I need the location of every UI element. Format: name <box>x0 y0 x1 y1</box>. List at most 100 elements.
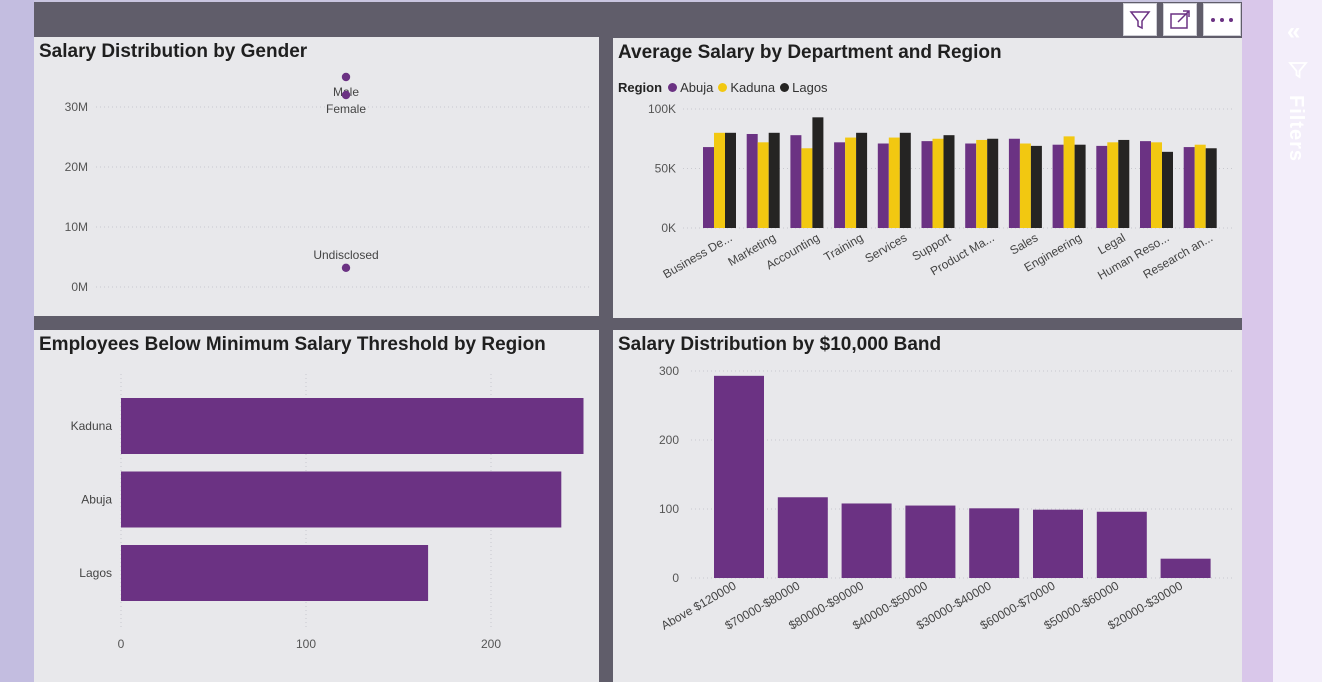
y-tick-label: 20M <box>65 160 88 174</box>
gender-scatter-plot[interactable]: 30M20M10M0MMaleFemaleUndisclosed <box>34 37 599 316</box>
bar <box>1160 558 1211 578</box>
bar <box>714 375 764 578</box>
chart-title: Salary Distribution by Gender <box>39 41 308 62</box>
bar <box>834 142 846 228</box>
bar <box>1151 142 1162 228</box>
bar <box>921 141 933 228</box>
left-margin-strip <box>0 0 34 682</box>
bar <box>714 132 725 228</box>
y-tick-label: 200 <box>659 433 679 447</box>
y-tick-label: Kaduna <box>71 419 113 433</box>
bar <box>703 147 714 228</box>
bar <box>987 138 999 228</box>
bar <box>1194 144 1206 228</box>
data-point <box>341 72 351 82</box>
right-margin-strip <box>1242 0 1273 682</box>
bar <box>1030 145 1042 228</box>
bar <box>845 137 857 228</box>
more-options-icon <box>1211 17 1233 22</box>
bar <box>790 135 802 228</box>
y-tick-label: 30M <box>65 100 88 114</box>
x-tick-label: Training <box>821 230 865 264</box>
double-chevron-left-icon[interactable]: « <box>1287 18 1301 45</box>
bar <box>1052 144 1064 228</box>
legend-item[interactable]: Kaduna <box>716 80 775 95</box>
band-chart-panel[interactable]: Salary Distribution by $10,000 Band 300 2… <box>613 330 1242 682</box>
focus-mode-icon <box>1170 9 1190 29</box>
y-tick-label: 100K <box>648 102 676 116</box>
bar <box>1063 136 1075 228</box>
legend-item[interactable]: Lagos <box>778 80 828 95</box>
bar <box>121 398 584 454</box>
y-tick-label: Abuja <box>81 493 112 507</box>
bar <box>1118 139 1130 228</box>
x-tick-label: 0 <box>118 637 125 651</box>
legend-marker <box>780 83 790 92</box>
bar <box>932 138 944 228</box>
bar <box>1140 141 1151 228</box>
bar <box>801 148 813 228</box>
bar <box>1096 511 1147 578</box>
focus-mode-button[interactable] <box>1163 3 1197 36</box>
bar <box>725 132 736 228</box>
gender-chart-panel[interactable]: Salary Distribution by Gender 30M 20M 10M 0… <box>34 37 599 316</box>
filter-button[interactable] <box>1123 3 1157 36</box>
bar <box>888 137 900 228</box>
more-options-button[interactable] <box>1203 3 1241 36</box>
bar <box>905 505 956 578</box>
x-tick-label: Services <box>862 230 909 265</box>
bar <box>1074 144 1086 228</box>
bar <box>965 143 977 228</box>
y-tick-label: 0M <box>71 280 88 294</box>
bar <box>969 508 1020 578</box>
legend-marker <box>718 83 728 92</box>
bar <box>757 142 769 228</box>
legend-item[interactable]: Abuja <box>666 80 713 95</box>
bar <box>943 135 955 228</box>
chart-title: Salary Distribution by $10,000 Band <box>618 334 942 355</box>
bar <box>1096 145 1108 228</box>
x-tick-label: Business De... <box>660 230 734 281</box>
bar <box>121 471 562 528</box>
filter-icon <box>1129 10 1151 29</box>
data-label: Female <box>326 102 366 116</box>
bar <box>812 117 824 228</box>
bar <box>1205 148 1217 228</box>
y-tick-label: 300 <box>659 364 679 378</box>
bar <box>768 132 780 228</box>
bar <box>1008 138 1020 228</box>
legend-label: Kaduna <box>730 80 776 95</box>
y-tick-label: Lagos <box>79 566 112 580</box>
bar <box>121 545 429 601</box>
data-label: Undisclosed <box>313 248 378 262</box>
threshold-bar-chart[interactable]: 0 100 200 Kaduna Abuja Lagos <box>34 330 599 682</box>
dept-chart-panel[interactable]: Average Salary by Department and Region … <box>613 38 1242 318</box>
bar <box>1033 509 1083 578</box>
x-tick-label: 100 <box>296 637 316 651</box>
legend-title: Region <box>618 80 663 95</box>
bar <box>1107 142 1119 228</box>
bar <box>1162 151 1173 228</box>
chart-legend: Region Abuja Kaduna Lagos <box>618 80 831 95</box>
filter-icon <box>1288 62 1308 79</box>
bar <box>856 132 868 228</box>
bar <box>877 143 889 228</box>
bar <box>1019 143 1031 228</box>
bar <box>777 497 828 578</box>
x-tick-label: 200 <box>481 637 501 651</box>
chart-title: Average Salary by Department and Region <box>618 42 1002 63</box>
y-tick-label: 0 <box>672 571 679 585</box>
threshold-chart-panel[interactable]: Employees Below Minimum Salary Threshold… <box>34 330 599 682</box>
bar <box>899 132 911 228</box>
bar <box>746 133 758 228</box>
legend-label: Lagos <box>792 80 828 95</box>
y-tick-label: 10M <box>65 220 88 234</box>
filters-pane[interactable]: « Filters <box>1273 0 1322 682</box>
data-point <box>341 90 351 100</box>
y-tick-label: 100 <box>659 502 679 516</box>
bar <box>976 139 988 228</box>
y-tick-label: 0K <box>661 221 676 235</box>
filters-pane-label[interactable]: Filters <box>1285 95 1307 163</box>
